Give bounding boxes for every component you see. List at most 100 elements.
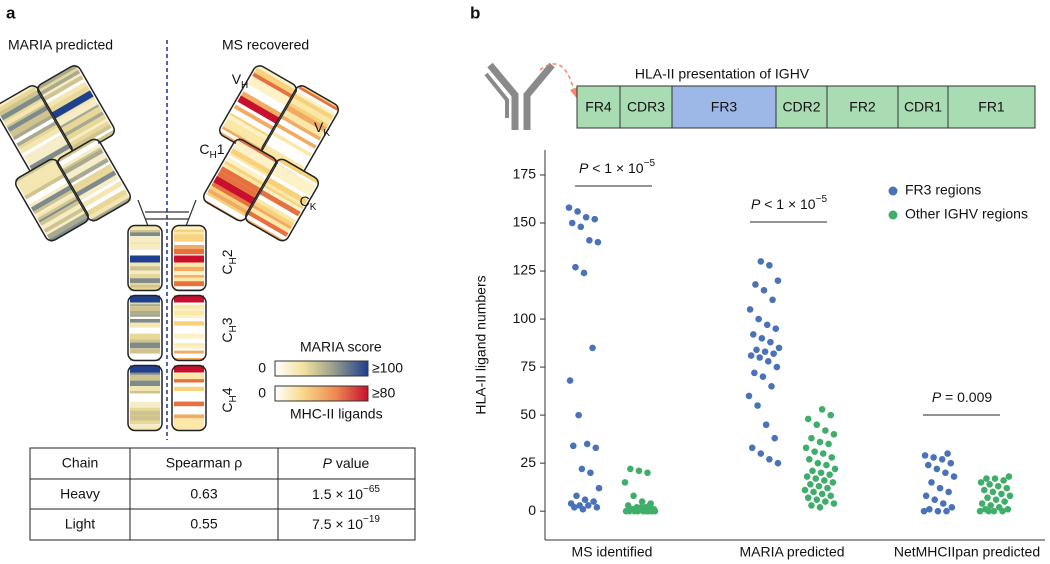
y-tick-label: 50	[520, 406, 536, 422]
text-part: H	[241, 80, 248, 91]
text-part: P	[323, 455, 333, 471]
heat-stripe	[49, 85, 90, 112]
heat-stripe	[39, 200, 80, 226]
heat-stripe	[225, 118, 266, 145]
domain-label: CH4	[219, 387, 239, 412]
heat-stripe	[130, 306, 160, 312]
heat-stripe	[174, 386, 204, 391]
block-outline	[171, 364, 207, 432]
data-point	[766, 261, 773, 269]
domain-block	[127, 364, 163, 432]
ighv-title: HLA-II presentation of IGHV	[635, 66, 810, 82]
text-part: H	[210, 150, 217, 161]
heat-stripe	[245, 84, 286, 110]
domain-block	[171, 364, 207, 432]
heat-stripe	[130, 339, 160, 343]
domain-label: VK	[314, 119, 330, 139]
text-part: −65	[363, 484, 380, 495]
segment-label: CDR3	[627, 99, 665, 115]
segment-label: FR1	[978, 99, 1005, 115]
data-point	[1000, 477, 1007, 484]
table-cell: Heavy	[60, 486, 100, 502]
heat-stripe	[43, 207, 84, 234]
right-title: MS recovered	[222, 37, 309, 53]
heat-stripe	[130, 295, 160, 303]
heat-stripe	[16, 160, 58, 187]
data-point	[802, 444, 810, 452]
heat-stripe	[51, 90, 94, 119]
heat-stripe	[130, 415, 160, 421]
text-part: V	[314, 119, 324, 135]
heat-stripe	[248, 211, 289, 237]
heat-stripe	[80, 178, 121, 204]
heat-stripe	[14, 118, 55, 144]
heat-stripe	[130, 327, 160, 334]
heat-stripe	[59, 104, 100, 129]
data-point	[823, 461, 830, 469]
data-point	[816, 504, 824, 511]
y-tick-label: 175	[513, 166, 537, 182]
data-point	[775, 344, 783, 352]
data-point	[577, 223, 585, 231]
domain-block	[127, 294, 163, 362]
heat-stripe	[174, 315, 204, 319]
heat-stripe	[227, 154, 268, 179]
data-point	[760, 286, 768, 294]
data-point	[828, 454, 836, 461]
heat-stripe	[174, 310, 204, 316]
heat-stripe	[36, 194, 76, 219]
heat-stripe	[174, 244, 204, 249]
y-axis-label: HLA-II ligand numbers	[473, 275, 489, 414]
data-point	[586, 236, 593, 244]
heat-stripe	[237, 95, 280, 124]
data-point	[761, 348, 769, 356]
heat-stripe	[174, 401, 204, 407]
segment	[897, 85, 949, 129]
heat-stripe	[130, 255, 160, 263]
heat-stripe	[9, 109, 51, 137]
text-part: P	[579, 160, 589, 176]
heat-stripe	[58, 140, 99, 167]
data-point	[819, 450, 827, 457]
data-point	[774, 459, 782, 467]
segment	[775, 85, 828, 129]
table-border	[29, 447, 416, 541]
legend-title: MARIA score	[300, 339, 382, 355]
data-point	[990, 507, 998, 515]
heat-stripe	[130, 311, 160, 314]
heat-stripe	[130, 424, 160, 428]
heat-stripe	[174, 308, 204, 311]
data-point	[818, 406, 826, 413]
data-point	[1004, 505, 1012, 513]
table-cell: Light	[65, 516, 95, 532]
table-cell: 7.5 × 10−19	[312, 514, 380, 532]
data-point	[831, 465, 839, 473]
data-point	[583, 440, 591, 448]
data-point	[595, 484, 603, 492]
heat-stripe	[130, 266, 160, 271]
heat-stripe	[257, 194, 298, 221]
heat-stripe	[229, 152, 269, 177]
text-part: P	[751, 196, 761, 212]
heat-stripe	[174, 295, 204, 303]
text-part: 7.5 × 10	[312, 516, 363, 532]
data-point	[571, 504, 578, 511]
heat-stripe	[68, 157, 109, 184]
heat-stripe	[174, 428, 204, 431]
heat-stripe	[174, 225, 204, 230]
heat-stripe	[234, 140, 276, 168]
data-point	[643, 507, 650, 515]
heat-stripe	[271, 131, 312, 157]
heat-stripe	[279, 118, 320, 144]
data-point	[805, 456, 813, 463]
legend-max: ≥80	[372, 385, 395, 401]
heat-stripe	[281, 115, 322, 141]
heat-stripe	[219, 166, 261, 194]
heat-stripe	[26, 177, 66, 202]
data-point	[573, 492, 580, 500]
heat-stripe	[130, 282, 160, 286]
heat-stripe	[174, 261, 204, 267]
heat-stripe	[257, 64, 298, 90]
domain-block	[14, 157, 90, 243]
heat-stripe	[264, 144, 305, 171]
